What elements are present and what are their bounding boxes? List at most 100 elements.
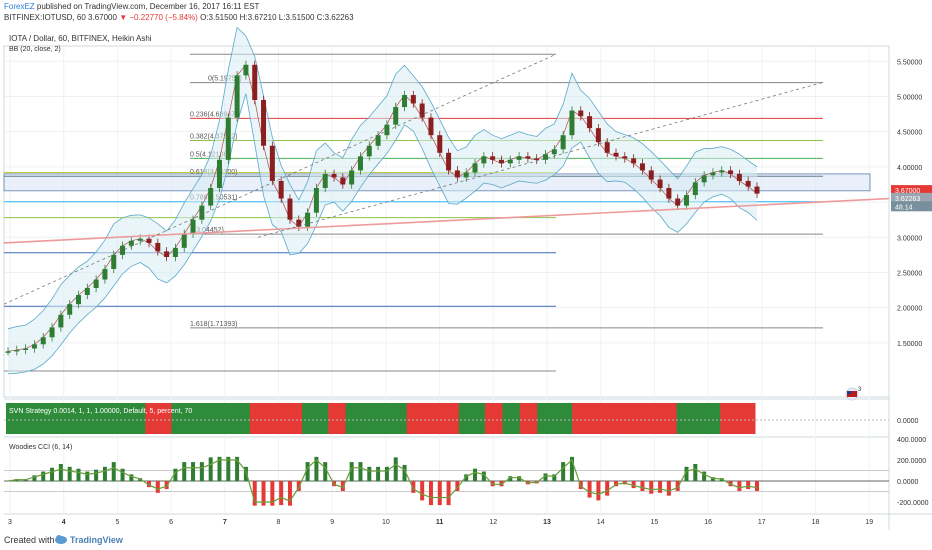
candle-body (587, 116, 593, 129)
cci-bar (173, 468, 178, 482)
fib-label: 0.382(4.37512) (190, 133, 237, 140)
candle-body (164, 251, 170, 257)
bollinger-bands (7, 26, 758, 375)
strategy-bar (458, 403, 469, 434)
flag-icon[interactable] (845, 387, 859, 401)
cci-bar (437, 481, 442, 506)
cci-bar (755, 481, 759, 491)
strategy-bar (136, 403, 146, 434)
strategy-bar (284, 403, 294, 434)
candle-body (745, 180, 751, 187)
strategy-bar (676, 403, 686, 434)
candle-body (331, 173, 337, 178)
strategy-bar (441, 403, 451, 434)
candle-body (692, 182, 698, 196)
legend-cci: Woodies CCI (6, 14) (9, 444, 72, 451)
candle-body (428, 117, 434, 136)
strategy-bar (659, 403, 669, 434)
candle-body (296, 219, 302, 227)
candle-body (454, 170, 460, 178)
candle-body (305, 212, 311, 227)
strategy-bar (380, 403, 390, 434)
candle-body (375, 135, 381, 146)
flag-count: 3 (858, 387, 862, 393)
strategy-bar (363, 403, 373, 434)
time-tick: 10 (382, 519, 390, 526)
fib-label: 1.618(1.71393) (190, 321, 237, 328)
cci-bar (517, 476, 522, 482)
strategy-bar (397, 403, 408, 434)
strategy-bar (728, 403, 739, 434)
candle-body (613, 152, 619, 157)
strategy-bar (737, 403, 747, 434)
strategy-bar (232, 403, 242, 434)
cci-bar (666, 481, 671, 496)
candle-body (199, 205, 205, 220)
tradingview-brand[interactable]: TradingView (70, 535, 123, 545)
strategy-bar (389, 403, 399, 434)
cci-bar (191, 462, 196, 482)
strategy-bar (162, 403, 172, 434)
time-tick: 13 (543, 519, 551, 526)
cci-bar (296, 481, 301, 491)
strategy-bar (633, 403, 643, 434)
candle-body (393, 107, 399, 125)
candle-body (278, 180, 284, 199)
cci-bar (561, 462, 566, 482)
cci-bar (702, 471, 707, 482)
last-price: 3.67000 (88, 13, 117, 22)
candle-body (675, 198, 681, 206)
price-tick: 2.50000 (897, 270, 922, 277)
created-with: Created with (4, 535, 55, 545)
strategy-bar (685, 403, 695, 434)
price-tick: 4.00000 (897, 165, 922, 172)
strategy-bar (667, 403, 678, 434)
cci-bar (446, 481, 451, 506)
cci-bar (631, 481, 636, 489)
candle-body (14, 349, 20, 352)
strategy-bar (336, 403, 347, 434)
candle-body (5, 351, 11, 353)
strategy-bar (302, 403, 312, 434)
cci-bar (367, 466, 372, 482)
candle-body (111, 254, 117, 269)
cci-bar (737, 481, 742, 491)
cci-bar (428, 481, 433, 506)
candle-body (543, 154, 549, 160)
strategy-bar (450, 403, 460, 434)
cci-bar (420, 481, 425, 501)
candle-body (719, 170, 725, 173)
publish-info: published on TradingView.com, December 1… (36, 2, 260, 11)
strategy-bar (720, 403, 730, 434)
candle-body (261, 100, 267, 146)
cci-bar (587, 481, 592, 498)
price-tick: 2.00000 (897, 306, 922, 313)
candle-body (252, 64, 258, 100)
candle-body (172, 247, 178, 257)
cci-bar (393, 457, 398, 482)
strategy-bar (493, 403, 503, 434)
cci-bar (182, 462, 187, 482)
candle-body (437, 135, 443, 153)
cci-tick: 200.0000 (897, 458, 926, 465)
strategy-bar (49, 403, 59, 434)
strategy-bar (511, 403, 521, 434)
candle-body (560, 135, 566, 150)
cci-bar (138, 478, 143, 482)
down-arrow-icon: ▼ (119, 13, 128, 22)
cci-bar (76, 468, 81, 482)
price-axis: 5.500005.000004.500004.000003.500003.000… (891, 59, 932, 507)
strategy-bar (84, 403, 94, 434)
strategy-bar (554, 403, 564, 434)
strategy-bar (476, 403, 486, 434)
band-lower (7, 93, 758, 375)
cci-bar (605, 481, 610, 496)
cci-bar (376, 466, 381, 482)
candle-body (137, 238, 143, 241)
strategy-bar (223, 403, 233, 434)
time-tick: 3 (8, 519, 12, 526)
author-link[interactable]: ForexEZ (4, 2, 35, 11)
fib-label: 1(3.04452) (190, 227, 224, 234)
cci-bar (14, 479, 19, 482)
